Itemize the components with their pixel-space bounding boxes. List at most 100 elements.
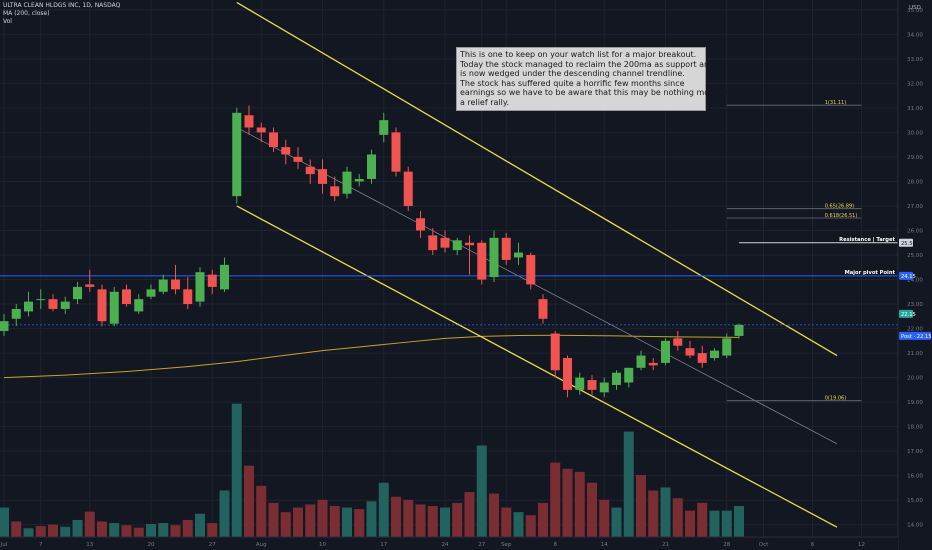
candle-up[interactable]: [452, 240, 462, 251]
candle-down[interactable]: [648, 362, 658, 366]
time-tick-label: Aug: [256, 542, 267, 548]
candle-up[interactable]: [612, 372, 621, 385]
ma-legend: MA (200, close): [3, 10, 50, 17]
candle-down[interactable]: [416, 218, 425, 231]
candle-down[interactable]: [538, 299, 548, 319]
volume-bar: [23, 528, 34, 537]
candle-down[interactable]: [269, 132, 278, 148]
volume-bar: [182, 519, 193, 537]
candle-down[interactable]: [391, 132, 401, 172]
candle-up[interactable]: [636, 355, 646, 368]
candle-up[interactable]: [624, 367, 634, 383]
volume-bar: [611, 507, 622, 537]
candle-up[interactable]: [158, 279, 168, 292]
candle-down[interactable]: [563, 358, 572, 390]
candle-up[interactable]: [514, 252, 523, 258]
candle-down[interactable]: [122, 289, 131, 305]
candle-down[interactable]: [673, 338, 683, 346]
candle-down[interactable]: [171, 279, 180, 290]
volume-bar: [550, 462, 561, 537]
candle-up[interactable]: [489, 237, 499, 278]
candle-up[interactable]: [710, 350, 719, 358]
volume-bar: [366, 501, 377, 537]
volume-bar: [231, 403, 242, 537]
channel-mid-line[interactable]: [236, 127, 838, 445]
volume-bar: [146, 523, 156, 537]
candle-up[interactable]: [342, 171, 352, 194]
volume-bar: [697, 502, 708, 537]
volume-bar: [513, 512, 524, 537]
volume-bar: [660, 487, 671, 537]
price-tick-label: 35.00: [907, 8, 923, 14]
candle-up[interactable]: [195, 272, 205, 302]
channel-lower-line[interactable]: [236, 205, 838, 528]
candle-up[interactable]: [0, 321, 9, 332]
candle-up[interactable]: [60, 301, 70, 309]
price-tick-label: 26.00: [907, 228, 923, 234]
candle-down[interactable]: [501, 237, 511, 260]
price-tick-label: 29.00: [907, 155, 923, 161]
pivot-axis-tag-bg: [899, 271, 913, 280]
candle-up[interactable]: [661, 340, 670, 363]
candle-down[interactable]: [305, 166, 315, 175]
candle-down[interactable]: [403, 171, 413, 206]
candle-down[interactable]: [97, 289, 107, 322]
volume-bar: [623, 431, 634, 537]
candle-up[interactable]: [109, 291, 119, 324]
candle-down[interactable]: [587, 380, 597, 390]
volume-bar: [244, 465, 254, 537]
candle-up[interactable]: [220, 264, 229, 290]
time-tick-label: 24: [442, 542, 449, 548]
volume-bar: [538, 502, 548, 537]
candle-up[interactable]: [367, 154, 376, 179]
candle-up[interactable]: [354, 179, 364, 182]
time-tick-label: 13: [86, 542, 93, 548]
candle-up[interactable]: [24, 301, 33, 312]
candle-down[interactable]: [428, 235, 438, 251]
candle-up[interactable]: [722, 338, 732, 356]
candle-up[interactable]: [134, 299, 144, 312]
candle-down[interactable]: [85, 284, 95, 287]
volume-bar: [648, 490, 659, 537]
candle-down[interactable]: [244, 115, 254, 128]
candle-down[interactable]: [207, 274, 217, 287]
volume-bar: [403, 499, 414, 537]
candle-up[interactable]: [575, 377, 585, 390]
candle-up[interactable]: [73, 286, 82, 300]
price-tick-label: 32.00: [907, 81, 923, 87]
candle-down[interactable]: [477, 242, 487, 280]
candle-down[interactable]: [183, 289, 193, 305]
candle-down[interactable]: [281, 147, 291, 155]
candle-up[interactable]: [232, 112, 242, 197]
candle-down[interactable]: [685, 348, 695, 356]
candle-down[interactable]: [48, 299, 58, 309]
candle-up[interactable]: [379, 120, 389, 135]
candle-up[interactable]: [36, 299, 46, 301]
fib-level-label: 0(19.06): [825, 396, 846, 402]
candle-down[interactable]: [465, 242, 474, 246]
candle-down[interactable]: [550, 333, 560, 371]
annotation-note[interactable]: This is one to keep on your watch list f…: [456, 47, 738, 111]
candle-up[interactable]: [734, 324, 744, 336]
channel-upper-line[interactable]: [236, 1, 838, 357]
candle-down[interactable]: [526, 255, 536, 285]
volume-bar: [342, 507, 352, 537]
candle-down[interactable]: [440, 237, 450, 248]
candle-down[interactable]: [330, 186, 340, 197]
volume-bar: [219, 490, 230, 537]
candle-down[interactable]: [697, 353, 707, 363]
candle-up[interactable]: [11, 308, 21, 319]
volume-bar: [329, 506, 340, 537]
candle-down[interactable]: [318, 169, 327, 184]
candle-down[interactable]: [256, 127, 266, 133]
candle-down[interactable]: [293, 156, 303, 162]
volume-bar: [109, 523, 120, 537]
time-tick-label: 12: [858, 542, 865, 548]
volume-bar: [501, 507, 512, 537]
candle-up[interactable]: [599, 382, 609, 393]
volume-bar: [158, 523, 169, 537]
candle-up[interactable]: [146, 289, 156, 297]
time-tick-label: 21: [662, 542, 669, 548]
volume-bar: [195, 513, 205, 537]
